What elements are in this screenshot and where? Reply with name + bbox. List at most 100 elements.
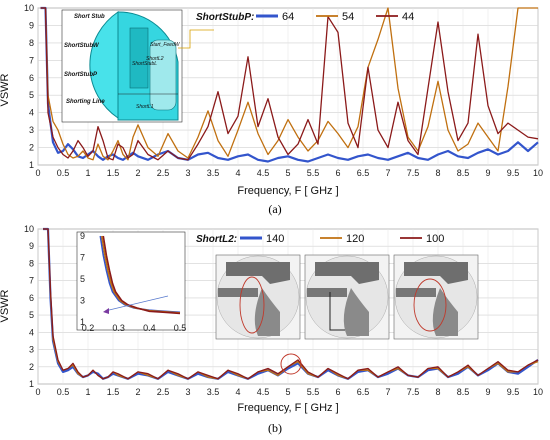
inset-label-shortl1: ShortL1 [136, 104, 154, 110]
antenna-variant-2-top [315, 262, 379, 284]
x-tick-label: 9.5 [507, 387, 520, 397]
series-group-b [43, 227, 539, 380]
y-tick-label: 6 [29, 293, 34, 303]
legend-label-54: 54 [342, 11, 354, 23]
antenna-variant-3-marker [413, 278, 447, 332]
x-tick-label: 6 [335, 168, 340, 178]
inset-x-tick-label: 0.4 [143, 323, 156, 333]
inset-label-short-stub: Short Stub [74, 14, 105, 20]
zoom-inset-pointer-line [104, 295, 169, 312]
x-tick-label: 5.5 [307, 387, 320, 397]
antenna-variant-3 [393, 254, 479, 340]
x-tick-label: 6 [335, 387, 340, 397]
x-tick-label: 8.5 [457, 168, 470, 178]
short-stub-shape [129, 27, 149, 89]
y-tick-label: 9 [29, 241, 34, 251]
x-tick-label: 3 [185, 168, 190, 178]
x-tick-label: 2.5 [157, 387, 170, 397]
antenna-variant-2-marker [329, 292, 345, 331]
legend-title-b: ShortL2: [196, 234, 237, 245]
antenna-inset-a: Short Stub ShortStubW ShortStubP Shortin… [61, 9, 214, 123]
x-tick-label: 4.5 [257, 168, 270, 178]
legend-label-100: 100 [426, 233, 444, 245]
x-tick-label: 4 [235, 168, 240, 178]
inset-leader-line [178, 29, 214, 49]
antenna-variant-1-feed [218, 288, 258, 297]
series-group-a [40, 6, 539, 163]
y-tick-label: 10 [24, 224, 34, 234]
x-tick-label: 3 [185, 387, 190, 397]
y-tick-label: 7 [29, 276, 34, 286]
panel-label-a: (a) [268, 202, 281, 216]
x-tick-label: 3.5 [207, 387, 220, 397]
y-tick-label: 8 [29, 258, 34, 268]
legend-label-120: 120 [346, 233, 364, 245]
x-tick-label: 7.5 [407, 387, 420, 397]
antenna-circle-shape [89, 11, 119, 119]
x-tick-label: 2 [135, 168, 140, 178]
legend-a: ShortStubP: 64 54 44 [196, 11, 414, 23]
legend-label-44: 44 [402, 11, 414, 23]
inset-label-shortstubl: ShortStubL [132, 61, 157, 67]
x-tick-label: 4 [235, 387, 240, 397]
zoom-inset-b: 1 3 5 7 9 0.2 0.3 0.4 0.5 [76, 231, 186, 333]
antenna-variant-1-top [226, 262, 290, 284]
y-tick-label: 4 [29, 327, 34, 337]
x-tick-label: 0.5 [57, 168, 70, 178]
x-tick-label: 6.5 [357, 387, 370, 397]
ticks-a: 1 2 3 4 5 6 7 8 9 10 0 0.5 1 1.5 2 2.5 3 3.5 4 4.5 5 5.5 6 6.5 7… [24, 3, 543, 178]
x-axis-label-a: Frequency, F [ GHz ] [237, 185, 338, 197]
x-tick-label: 2.5 [157, 168, 170, 178]
x-tick-label: 2 [135, 387, 140, 397]
inset-y-tick-label: 1 [80, 317, 85, 327]
zoom-inset-arrowhead [103, 308, 109, 314]
x-tick-label: 1.5 [107, 168, 120, 178]
x-tick-label: 3.5 [207, 168, 220, 178]
zoom-inset-ticks: 1 3 5 7 9 0.2 0.3 0.4 0.5 [80, 231, 186, 333]
legend-b: ShortL2: 140 120 100 [196, 233, 444, 245]
x-tick-label: 9 [485, 168, 490, 178]
inset-label-start-feedw: Start_FeedW [150, 42, 181, 48]
legend-title-a: ShortStubP: [196, 12, 254, 23]
x-tick-label: 7.5 [407, 168, 420, 178]
series-line-44 [40, 7, 539, 161]
short-l2-shape [149, 39, 177, 111]
x-tick-label: 1 [85, 387, 90, 397]
zoom-inset-series [99, 235, 181, 315]
antenna-variant-1-marker [239, 276, 265, 334]
inset-x-tick-label: 0.5 [174, 323, 187, 333]
series-line-100 [43, 228, 539, 380]
antenna-variant-1 [215, 254, 301, 340]
y-tick-label: 10 [24, 3, 34, 13]
x-axis-label-b: Frequency, F [ GHz ] [237, 402, 338, 414]
x-tick-label: 8 [435, 168, 440, 178]
x-tick-label: 4.5 [257, 387, 270, 397]
y-axis-label-b: VSWR [0, 289, 11, 322]
inset-label-shortstubp: ShortStubP [64, 72, 98, 78]
antenna-variant-2-feed [307, 288, 347, 297]
antenna-variant-2 [304, 254, 390, 340]
inset-y-tick-label: 5 [80, 274, 85, 284]
y-tick-label: 2 [29, 362, 34, 372]
inset-label-shortstubw: ShortStubW [64, 43, 100, 49]
legend-label-64: 64 [282, 11, 294, 23]
x-tick-label: 1 [85, 168, 90, 178]
y-tick-label: 2 [29, 143, 34, 153]
y-axis-label-a: VSWR [0, 73, 11, 106]
inset-series-line-100 [102, 235, 181, 315]
chart-a: 1 2 3 4 5 6 7 8 9 10 0 0.5 1 1.5 2 2.5 3 3.5 4 4.5 5 5.5 6 6.5 7… [0, 3, 543, 216]
y-tick-label: 5 [29, 310, 34, 320]
series-line-64 [40, 6, 539, 163]
x-tick-label: 5 [285, 168, 290, 178]
inset-x-tick-label: 0.2 [82, 323, 95, 333]
y-tick-label: 3 [29, 345, 34, 355]
zoom-inset-frame [76, 231, 186, 331]
y-tick-label: 1 [29, 379, 34, 389]
antenna-variant-3-top [404, 262, 468, 284]
y-tick-label: 6 [29, 73, 34, 83]
x-tick-label: 0 [35, 387, 40, 397]
y-tick-label: 5 [29, 90, 34, 100]
